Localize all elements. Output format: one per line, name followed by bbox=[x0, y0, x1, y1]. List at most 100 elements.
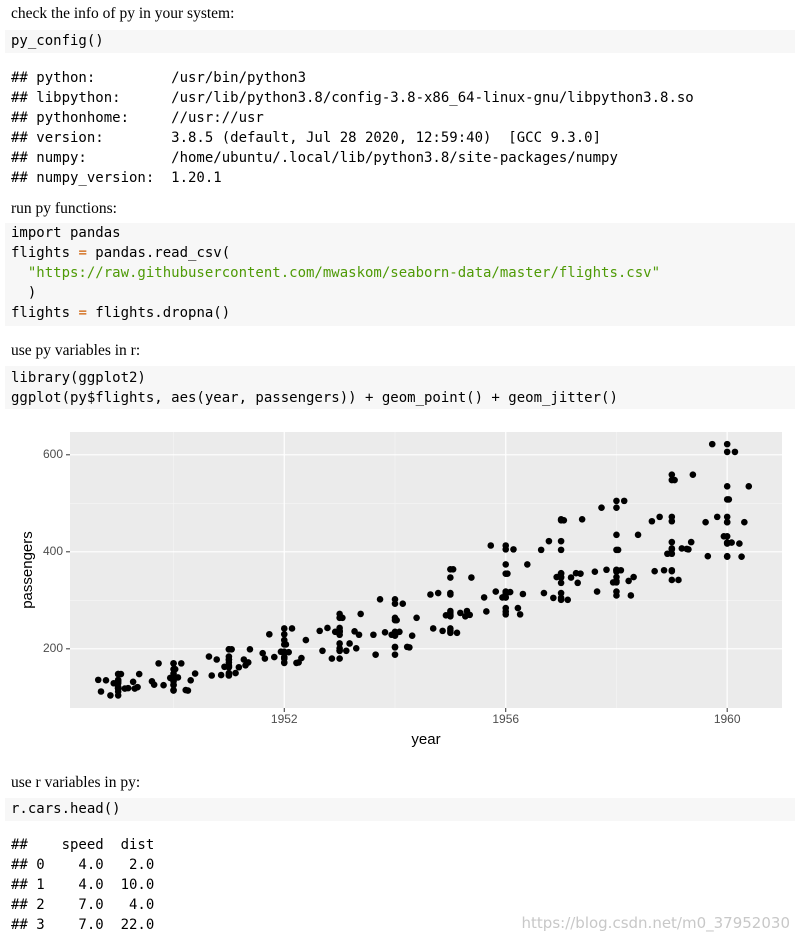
data-point bbox=[131, 685, 139, 692]
data-point bbox=[578, 516, 586, 523]
data-point bbox=[336, 645, 343, 652]
data-point bbox=[736, 540, 743, 547]
data-point bbox=[704, 552, 712, 560]
data-point bbox=[627, 592, 635, 599]
data-point bbox=[671, 476, 678, 484]
data-point bbox=[171, 665, 179, 673]
data-point bbox=[117, 670, 125, 678]
code-output: ## python: /usr/bin/python3 ## libpython:… bbox=[5, 68, 795, 188]
data-point bbox=[668, 566, 676, 574]
data-point bbox=[728, 539, 735, 546]
data-point bbox=[713, 513, 721, 521]
data-point bbox=[689, 471, 697, 478]
data-point bbox=[591, 568, 599, 575]
code-line: ggplot(py$flights, aes(year, passengers)… bbox=[11, 390, 618, 406]
data-point bbox=[355, 631, 363, 639]
data-point bbox=[352, 645, 360, 652]
data-point bbox=[687, 538, 695, 546]
data-point bbox=[170, 687, 177, 694]
data-point bbox=[429, 625, 437, 632]
data-point bbox=[668, 471, 676, 478]
data-point bbox=[720, 532, 728, 540]
data-point bbox=[319, 647, 326, 655]
code-block: import pandas flights = pandas.read_csv(… bbox=[5, 223, 795, 326]
data-point bbox=[620, 497, 628, 505]
data-point bbox=[656, 513, 663, 521]
data-point bbox=[434, 589, 442, 597]
data-point bbox=[524, 561, 531, 568]
data-point bbox=[487, 542, 495, 549]
data-point bbox=[613, 504, 620, 511]
data-point bbox=[723, 448, 731, 456]
data-point bbox=[324, 624, 331, 632]
data-point bbox=[391, 644, 399, 651]
data-point bbox=[280, 625, 288, 632]
data-point bbox=[270, 653, 278, 661]
data-point bbox=[685, 546, 692, 553]
code-line: ## 0 4.0 2.0 bbox=[11, 857, 155, 873]
data-point bbox=[725, 496, 733, 503]
data-point bbox=[413, 614, 420, 622]
watermark: https://blog.csdn.net/m0_37952030 bbox=[521, 914, 790, 932]
code-text: flights bbox=[11, 305, 79, 321]
data-point bbox=[453, 629, 461, 637]
data-point bbox=[232, 669, 239, 677]
code-block: library(ggplot2) ggplot(py$flights, aes(y… bbox=[5, 366, 795, 409]
code-text: import pandas bbox=[11, 225, 121, 241]
data-point bbox=[447, 574, 454, 581]
code-line: import pandas bbox=[5, 223, 795, 243]
code-line: ## python: /usr/bin/python3 bbox=[11, 70, 307, 86]
paragraph: check the info of py in your system: bbox=[11, 5, 235, 22]
data-point bbox=[129, 678, 137, 686]
data-point bbox=[295, 659, 302, 666]
code-line: r.cars.head() bbox=[11, 801, 121, 817]
data-point bbox=[316, 627, 323, 635]
data-point bbox=[302, 636, 310, 644]
data-point bbox=[346, 640, 353, 647]
data-point bbox=[261, 655, 269, 662]
data-point bbox=[745, 483, 753, 490]
data-point bbox=[463, 607, 471, 615]
data-point bbox=[609, 579, 617, 586]
data-point bbox=[282, 641, 290, 648]
code-line: library(ggplot2) bbox=[11, 370, 146, 386]
code-text: pandas.read_csv( bbox=[86, 245, 231, 261]
data-point bbox=[553, 573, 560, 581]
data-point bbox=[391, 600, 399, 608]
data-point bbox=[550, 594, 557, 602]
code-line: flights = flights.dropna() bbox=[5, 303, 795, 323]
data-point bbox=[336, 640, 343, 647]
x-tick-label: 1960 bbox=[714, 712, 741, 726]
data-point bbox=[155, 660, 162, 667]
data-point bbox=[723, 440, 731, 448]
data-point bbox=[184, 687, 192, 694]
data-point bbox=[124, 684, 132, 692]
data-point bbox=[102, 677, 110, 684]
data-point bbox=[675, 576, 682, 584]
data-point bbox=[396, 628, 403, 636]
code-line: flights = pandas.read_csv( bbox=[5, 243, 795, 263]
data-point bbox=[514, 604, 522, 612]
data-point bbox=[221, 663, 228, 671]
data-point bbox=[564, 596, 572, 604]
data-point bbox=[613, 592, 620, 599]
data-point bbox=[331, 628, 339, 636]
data-point bbox=[502, 546, 510, 553]
data-point bbox=[651, 567, 658, 575]
data-point bbox=[668, 576, 676, 584]
data-point bbox=[135, 670, 143, 678]
x-tick-label: 1952 bbox=[271, 712, 298, 726]
data-point bbox=[277, 648, 285, 656]
data-point bbox=[741, 518, 748, 526]
code-line: ) bbox=[5, 283, 795, 303]
data-point bbox=[603, 566, 610, 574]
data-point bbox=[399, 600, 407, 608]
data-point bbox=[447, 627, 454, 635]
data-point bbox=[506, 588, 514, 596]
data-point bbox=[328, 655, 336, 662]
code-line: ## 3 7.0 22.0 bbox=[11, 917, 155, 933]
data-point bbox=[280, 659, 288, 666]
data-point bbox=[502, 611, 510, 618]
data-point bbox=[174, 674, 182, 681]
